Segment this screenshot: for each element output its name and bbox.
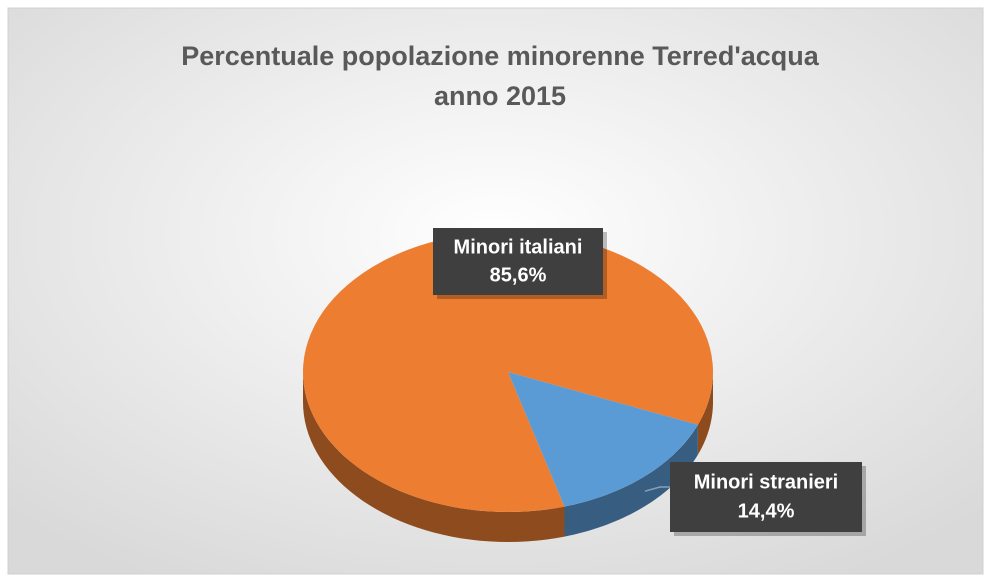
chart-title: Percentuale popolazione minorenne Terred… [181,41,819,111]
data-label-value: 85,6% [490,265,547,287]
data-label-box [670,462,862,532]
leader-line [644,486,670,492]
slice-side [564,424,698,537]
slice [303,232,714,513]
slice-side [697,372,713,455]
data-label-category: Minori italiani [454,236,583,258]
slice-side [303,372,565,542]
data-label-value: 14,4% [738,501,795,523]
data-label-box [433,228,603,295]
pie: Minori italiani 85,6% Minori stranieri 14,4… [303,228,866,542]
slice [508,372,698,507]
data-label-category: Minori stranieri [694,471,838,493]
